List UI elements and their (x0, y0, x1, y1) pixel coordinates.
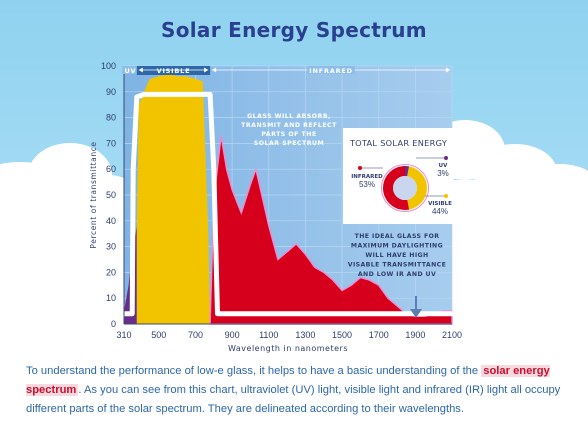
donut-label-visible: VISIBLE (428, 201, 452, 207)
x-tick-label: 1900 (405, 330, 425, 340)
x-tick-label: 2100 (442, 330, 462, 340)
caption-before: To understand the performance of low-e g… (26, 365, 482, 377)
x-axis-label: Wavelength in nanometers (228, 344, 348, 353)
donut-outline (381, 164, 429, 212)
y-tick-label: 20 (106, 267, 116, 277)
band-label-bg (122, 66, 139, 74)
leader-dot-infrared (358, 166, 362, 170)
x-tick-label: 700 (188, 330, 203, 340)
band-arrowhead-right (446, 67, 450, 73)
band-label-bg (307, 66, 355, 74)
leader-dot-uv (444, 156, 448, 160)
y-axis-label: Percent of transmittance (89, 141, 98, 248)
annotation-absorb-line: PARTS OF THE (261, 131, 316, 138)
ideal-glass-curve (121, 91, 455, 317)
annotation-absorb-line: TRANSMIT AND REFLECT (241, 122, 337, 129)
y-tick-label: 80 (106, 113, 116, 123)
band-label: UV (124, 67, 136, 75)
donut-title: TOTAL SOLAR ENERGY (349, 138, 448, 148)
y-tick-label: 30 (106, 242, 116, 252)
y-tick-label: 70 (106, 138, 116, 148)
donut-pct-visible: 44% (432, 207, 448, 216)
annotation-ideal-line: VISABLE TRANSMITTANCE (348, 262, 446, 269)
donut-label-uv: UV (439, 163, 448, 169)
band-arrowhead-left (212, 67, 217, 73)
cloud-right (425, 120, 588, 220)
donut-pct-uv: 3% (437, 169, 449, 178)
x-tick-label: 1700 (369, 330, 389, 340)
visible-area (136, 73, 211, 324)
annotation-ideal-line: MAXIMUM DAYLIGHTING (351, 243, 443, 250)
donut-hole (393, 176, 417, 200)
caption-after: . As you can see from this chart, ultrav… (26, 384, 561, 415)
page-title: Solar Energy Spectrum (161, 18, 427, 42)
donut-slice-infrared (382, 166, 410, 211)
donut-slice-uv (405, 166, 410, 177)
ideal-pointer-head (410, 309, 422, 318)
y-tick-label: 50 (106, 190, 116, 200)
x-tick-label: 900 (225, 330, 240, 340)
band-arrowhead-left (138, 67, 143, 73)
y-tick-label: 100 (101, 61, 116, 71)
y-tick-label: 40 (106, 216, 116, 226)
annotation-absorb-line: SOLAR SPECTRUM (254, 140, 324, 147)
band-visible-bg (136, 66, 211, 75)
band-arrowhead-right (204, 67, 209, 73)
y-tick-label: 0 (111, 319, 116, 329)
x-tick-label: 1300 (295, 330, 315, 340)
donut-slice-visible (407, 166, 427, 210)
x-tick-label: 310 (116, 330, 131, 340)
donut-label-infrared: INFRARED (351, 174, 383, 180)
y-tick-label: 90 (106, 87, 116, 97)
annotation-ideal-line: WILL HAVE HIGH (365, 252, 428, 259)
band-label: VISIBLE (157, 67, 191, 75)
x-tick-label: 1100 (259, 330, 278, 340)
leader-dot-visible (444, 194, 448, 198)
annotation-ideal-line: AND LOW IR AND UV (358, 271, 436, 278)
caption-text: To understand the performance of low-e g… (26, 362, 566, 419)
annotation-absorb-line: GLASS WILL ABSORB, (247, 113, 331, 120)
x-tick-label: 1500 (332, 330, 352, 340)
x-tick-label: 500 (151, 330, 166, 340)
band-label: INFRARED (309, 67, 353, 75)
donut-pct-infrared: 53% (359, 180, 375, 189)
y-tick-label: 60 (106, 164, 116, 174)
annotation-ideal-line: THE IDEAL GLASS FOR (355, 233, 440, 240)
y-tick-label: 10 (106, 293, 116, 303)
infrared-area (209, 135, 453, 325)
